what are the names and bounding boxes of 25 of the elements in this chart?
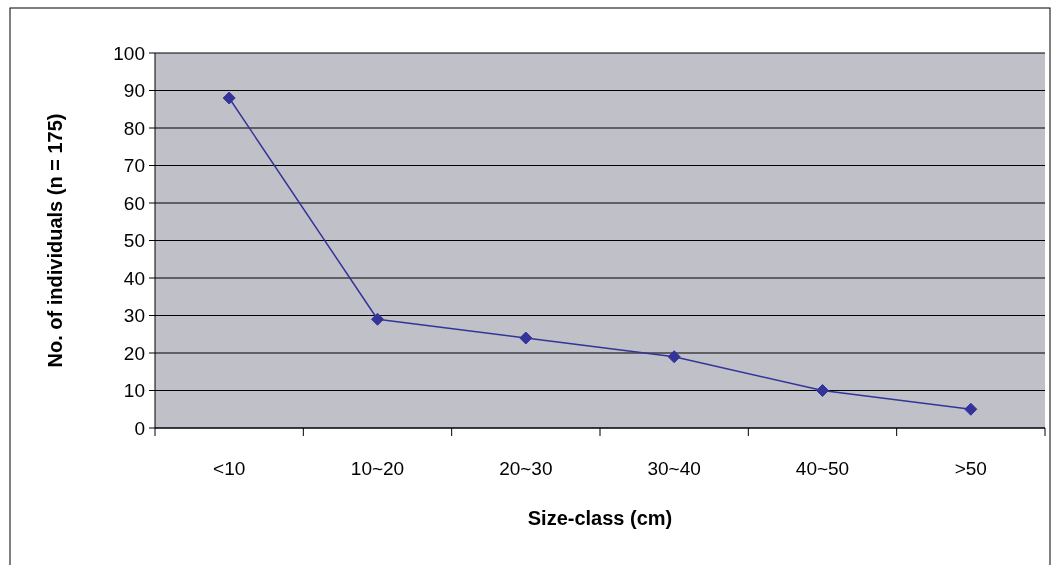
y-tick-label: 40 xyxy=(123,267,145,289)
point xyxy=(519,331,533,345)
y-tick-label: 10 xyxy=(123,380,145,402)
y-tick-label: 30 xyxy=(123,305,145,327)
x-tick-label: 40~50 xyxy=(795,458,850,479)
y-tick-label: 60 xyxy=(123,192,145,214)
y-tick-label: 100 xyxy=(113,42,145,64)
point xyxy=(964,402,978,416)
x-axis-title: Size-class (cm) xyxy=(527,507,673,529)
x-tick-label: 10~20 xyxy=(350,458,405,479)
x-tick-label: >50 xyxy=(954,458,987,479)
x-tick-label: 20~30 xyxy=(499,458,553,479)
point xyxy=(371,312,384,326)
y-tick-label: 0 xyxy=(134,417,145,439)
point xyxy=(667,350,681,364)
y-axis-title: No. of individuals (n = 175) xyxy=(44,113,66,368)
y-tick-label: 70 xyxy=(123,155,145,177)
y-tick-label: 20 xyxy=(123,342,145,364)
y-tick-label: 50 xyxy=(123,230,145,252)
x-tick-label: <10 xyxy=(213,458,246,479)
y-tick-label: 80 xyxy=(123,117,145,139)
x-tick-label: 30~40 xyxy=(647,458,701,479)
point xyxy=(816,384,829,397)
y-tick-label: 90 xyxy=(123,80,145,102)
point xyxy=(222,91,236,105)
